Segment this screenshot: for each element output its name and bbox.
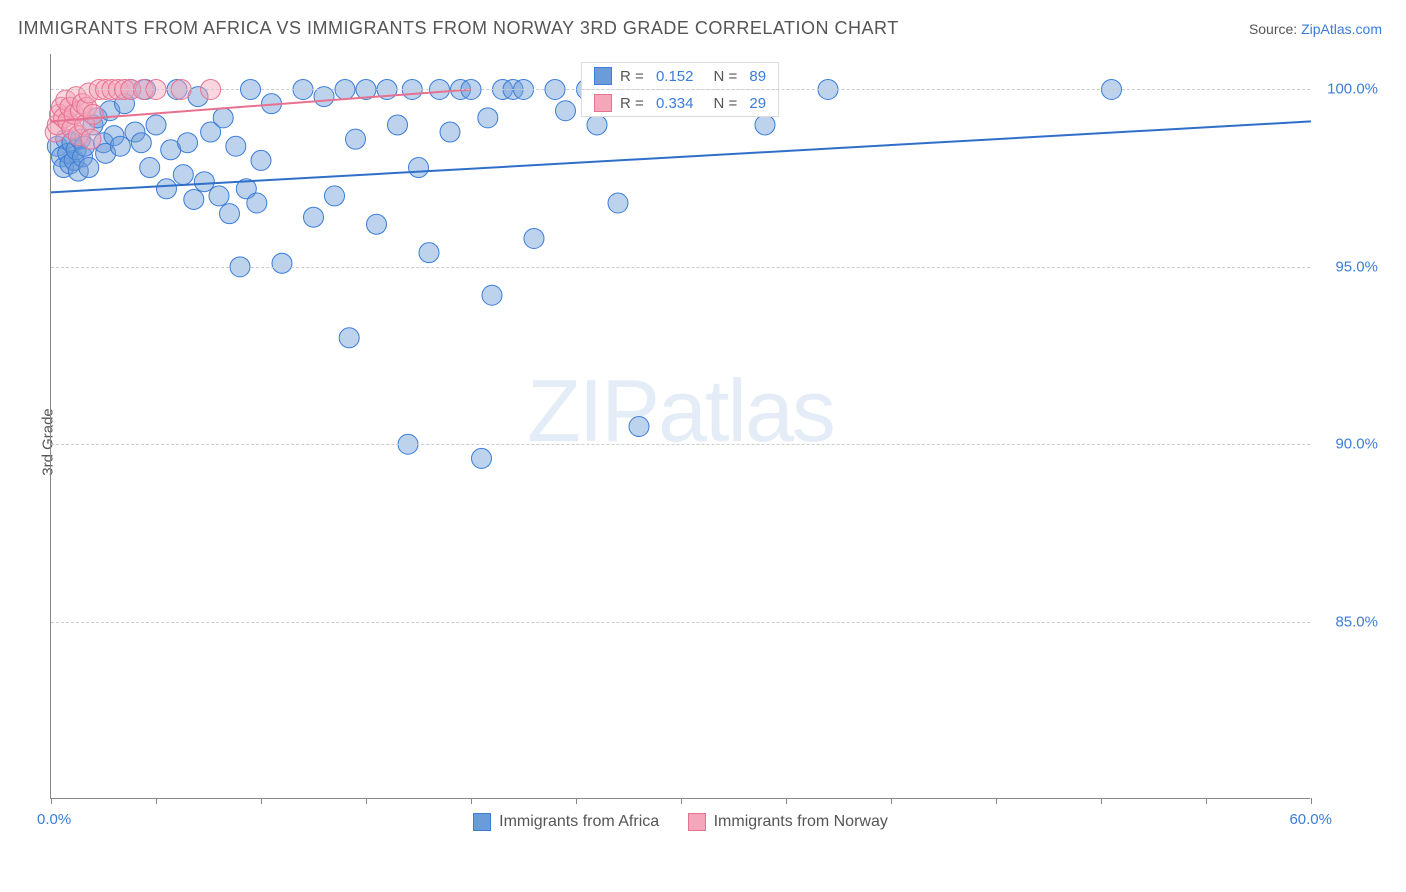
x-tick-mark — [1206, 798, 1207, 804]
swatch-icon — [594, 94, 612, 112]
data-point — [325, 186, 345, 206]
x-tick-mark — [1311, 798, 1312, 804]
data-point — [472, 448, 492, 468]
data-point — [556, 101, 576, 121]
legend-bottom: Immigrants from Africa Immigrants from N… — [51, 813, 1310, 836]
data-point — [478, 108, 498, 128]
x-tick-mark — [576, 798, 577, 804]
data-point — [272, 253, 292, 273]
x-tick-mark — [996, 798, 997, 804]
data-point — [251, 150, 271, 170]
data-point — [304, 207, 324, 227]
data-point — [184, 189, 204, 209]
legend-label: Immigrants from Norway — [714, 813, 888, 831]
x-tick-mark — [156, 798, 157, 804]
data-point — [367, 214, 387, 234]
gridline — [51, 267, 1310, 268]
source: Source: ZipAtlas.com — [1249, 21, 1382, 37]
n-value: 29 — [749, 95, 766, 112]
n-label: N = — [713, 95, 741, 112]
gridline — [51, 444, 1310, 445]
data-point — [339, 328, 359, 348]
legend-stats-row: R = 0.334 N = 29 — [582, 90, 778, 116]
x-tick-mark — [261, 798, 262, 804]
n-label: N = — [713, 68, 741, 85]
data-point — [587, 115, 607, 135]
data-point — [146, 115, 166, 135]
legend-item: Immigrants from Africa — [473, 813, 659, 831]
data-point — [83, 104, 103, 124]
data-point — [247, 193, 267, 213]
data-point — [173, 165, 193, 185]
swatch-icon — [473, 813, 491, 831]
data-point — [409, 158, 429, 178]
r-value: 0.152 — [656, 68, 694, 85]
data-point — [419, 243, 439, 263]
data-point — [482, 285, 502, 305]
x-tick-mark — [1101, 798, 1102, 804]
x-tick-mark — [471, 798, 472, 804]
x-tick-mark — [366, 798, 367, 804]
data-point — [110, 136, 130, 156]
plot-svg — [51, 54, 1310, 798]
plot-area: ZIPatlas R = 0.152 N = 89 R = 0.334 N = … — [50, 54, 1310, 799]
data-point — [178, 133, 198, 153]
data-point — [140, 158, 160, 178]
data-point — [524, 228, 544, 248]
y-tick-label: 100.0% — [1327, 81, 1378, 98]
y-tick-label: 85.0% — [1335, 613, 1378, 630]
data-point — [81, 129, 101, 149]
data-point — [220, 204, 240, 224]
header: IMMIGRANTS FROM AFRICA VS IMMIGRANTS FRO… — [0, 0, 1406, 47]
legend-stats-row: R = 0.152 N = 89 — [582, 63, 778, 90]
data-point — [79, 158, 99, 178]
y-tick-label: 95.0% — [1335, 258, 1378, 275]
source-label: Source: — [1249, 21, 1297, 37]
data-point — [213, 108, 233, 128]
data-point — [755, 115, 775, 135]
data-point — [226, 136, 246, 156]
r-label: R = — [620, 95, 648, 112]
data-point — [388, 115, 408, 135]
data-point — [629, 417, 649, 437]
swatch-icon — [594, 67, 612, 85]
legend-label: Immigrants from Africa — [499, 813, 659, 831]
data-point — [346, 129, 366, 149]
data-point — [608, 193, 628, 213]
data-point — [131, 133, 151, 153]
n-value: 89 — [749, 68, 766, 85]
swatch-icon — [688, 813, 706, 831]
x-tick-mark — [51, 798, 52, 804]
r-label: R = — [620, 68, 648, 85]
chart-title: IMMIGRANTS FROM AFRICA VS IMMIGRANTS FRO… — [18, 18, 899, 39]
gridline — [51, 89, 1310, 90]
x-tick-mark — [681, 798, 682, 804]
y-tick-label: 90.0% — [1335, 436, 1378, 453]
chart: 3rd Grade ZIPatlas R = 0.152 N = 89 R = … — [50, 54, 1380, 829]
data-point — [440, 122, 460, 142]
legend-item: Immigrants from Norway — [688, 813, 888, 831]
gridline — [51, 622, 1310, 623]
x-tick-mark — [891, 798, 892, 804]
source-link[interactable]: ZipAtlas.com — [1301, 21, 1382, 37]
data-point — [209, 186, 229, 206]
data-point — [157, 179, 177, 199]
x-tick-mark — [786, 798, 787, 804]
trend-line — [51, 121, 1311, 192]
r-value: 0.334 — [656, 95, 694, 112]
data-point — [194, 172, 214, 192]
